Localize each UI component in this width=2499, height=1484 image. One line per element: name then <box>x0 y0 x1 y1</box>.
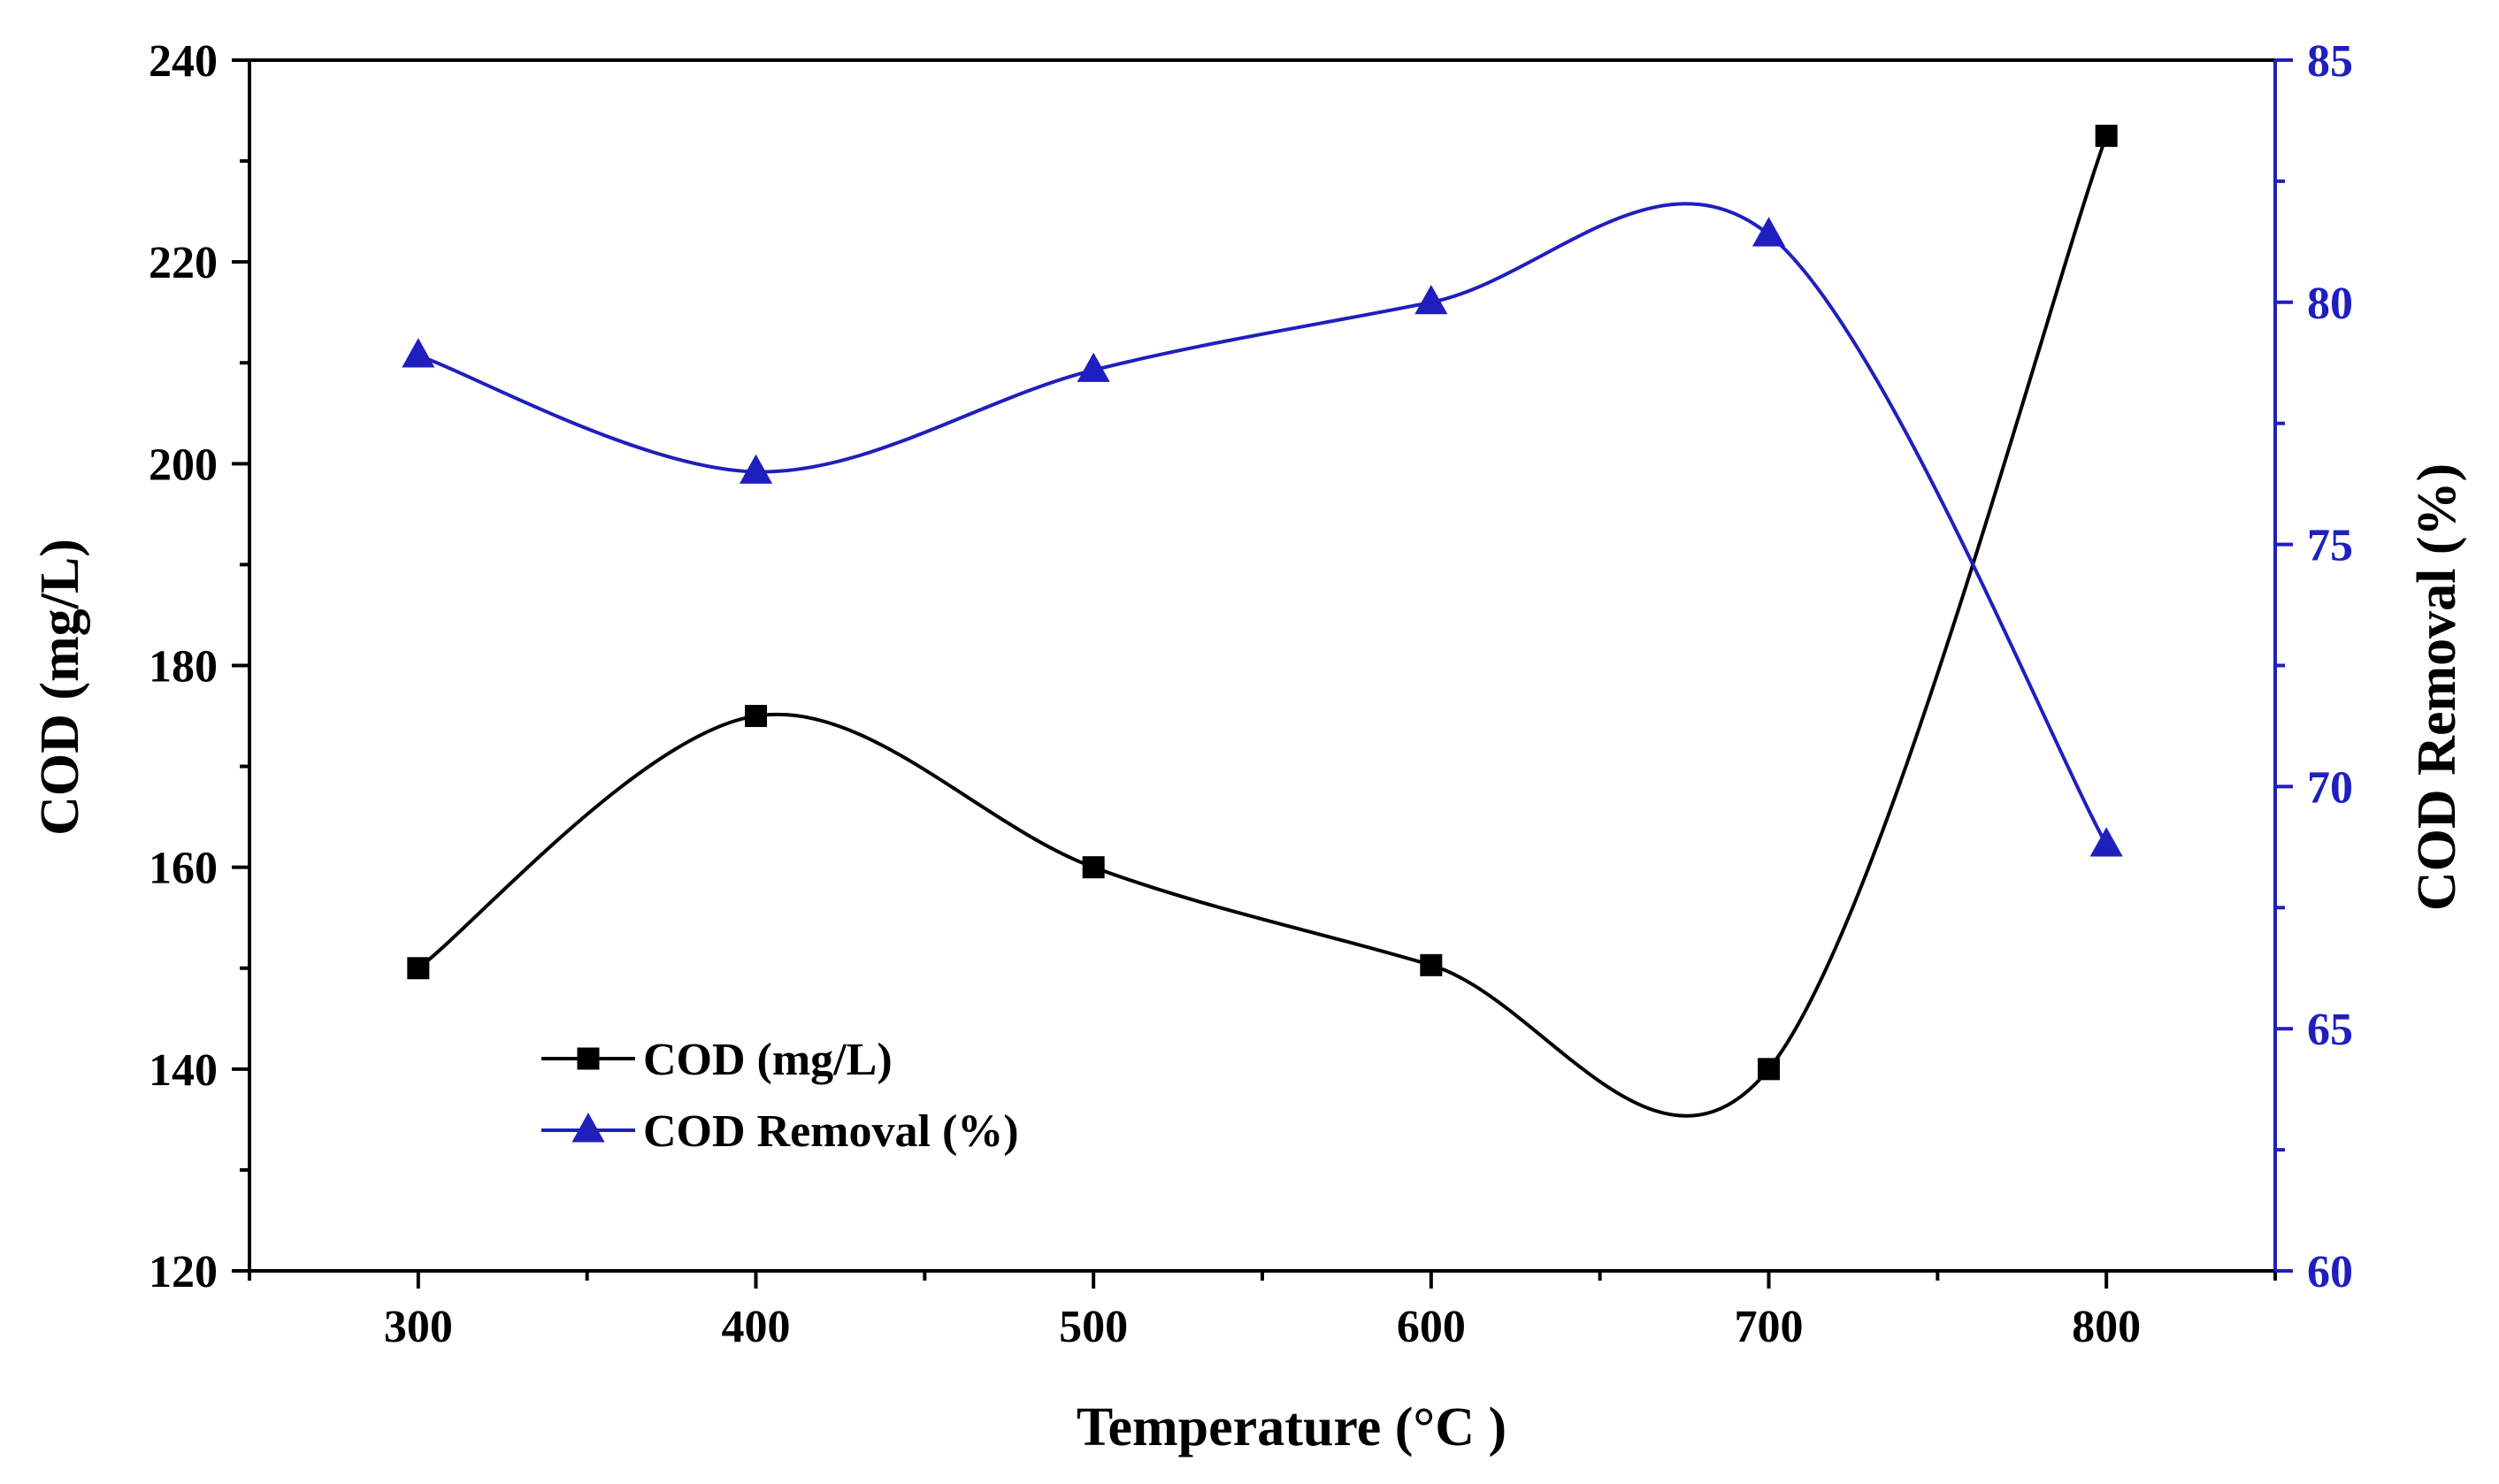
y-left-tick-label: 220 <box>149 238 218 288</box>
x-tick-label: 500 <box>1059 1302 1128 1352</box>
data-point <box>1420 953 1443 976</box>
legend-label: COD (mg/L) <box>643 1035 893 1085</box>
legend: COD (mg/L) COD Removal (%) <box>541 1035 1019 1157</box>
y-left-tick-label: 180 <box>149 642 218 692</box>
y-axis-right: 60 65 70 75 80 85 <box>2275 36 2353 1297</box>
legend-item: COD Removal (%) <box>541 1106 1019 1157</box>
y-left-tick-label: 120 <box>149 1247 218 1297</box>
data-point <box>402 338 435 368</box>
data-point <box>1082 856 1105 879</box>
data-point <box>1414 284 1448 315</box>
data-point <box>1077 352 1110 382</box>
data-point <box>739 454 773 484</box>
y-right-tick-label: 70 <box>2307 762 2353 813</box>
series-line <box>417 134 2109 1118</box>
x-tick-label: 400 <box>722 1302 791 1352</box>
data-point <box>1752 217 1786 247</box>
y-left-tick-label: 240 <box>149 36 218 87</box>
x-tick-label: 700 <box>1735 1302 1804 1352</box>
x-axis: 300 400 500 600 700 800 <box>248 1271 2277 1352</box>
plot-frame <box>248 58 2277 1273</box>
series-line <box>418 202 2108 846</box>
y-right-tick-label: 80 <box>2307 279 2353 329</box>
legend-marker <box>571 1113 605 1143</box>
data-point <box>745 705 767 728</box>
series-cod <box>407 125 2118 1118</box>
x-tick-label: 300 <box>384 1302 453 1352</box>
y-right-tick-label: 65 <box>2307 1005 2353 1055</box>
data-point <box>1758 1058 1780 1081</box>
data-point <box>2095 125 2118 148</box>
y-left-tick-label: 160 <box>149 844 218 894</box>
y-left-tick-label: 200 <box>149 440 218 490</box>
y-right-tick-label: 75 <box>2307 521 2353 571</box>
legend-item: COD (mg/L) <box>541 1035 893 1085</box>
series-cod-removal <box>402 202 2123 857</box>
y-left-tick-label: 140 <box>149 1045 218 1096</box>
data-point <box>2089 827 2123 857</box>
y-axis-left-title: COD (mg/L) <box>30 539 90 836</box>
x-axis-title: Temperature (°C ) <box>1077 1397 1506 1457</box>
legend-label: COD Removal (%) <box>643 1106 1019 1157</box>
x-tick-label: 800 <box>2072 1302 2141 1352</box>
data-point <box>407 957 430 980</box>
y-axis-left: 120 140 160 180 200 220 240 <box>149 36 249 1297</box>
x-tick-label: 600 <box>1397 1302 1466 1352</box>
legend-marker <box>577 1047 600 1070</box>
y-axis-right-title: COD Removal (%) <box>2407 463 2467 911</box>
y-right-tick-label: 60 <box>2307 1247 2353 1297</box>
y-right-tick-label: 85 <box>2307 36 2353 87</box>
series-layer <box>402 125 2123 1118</box>
